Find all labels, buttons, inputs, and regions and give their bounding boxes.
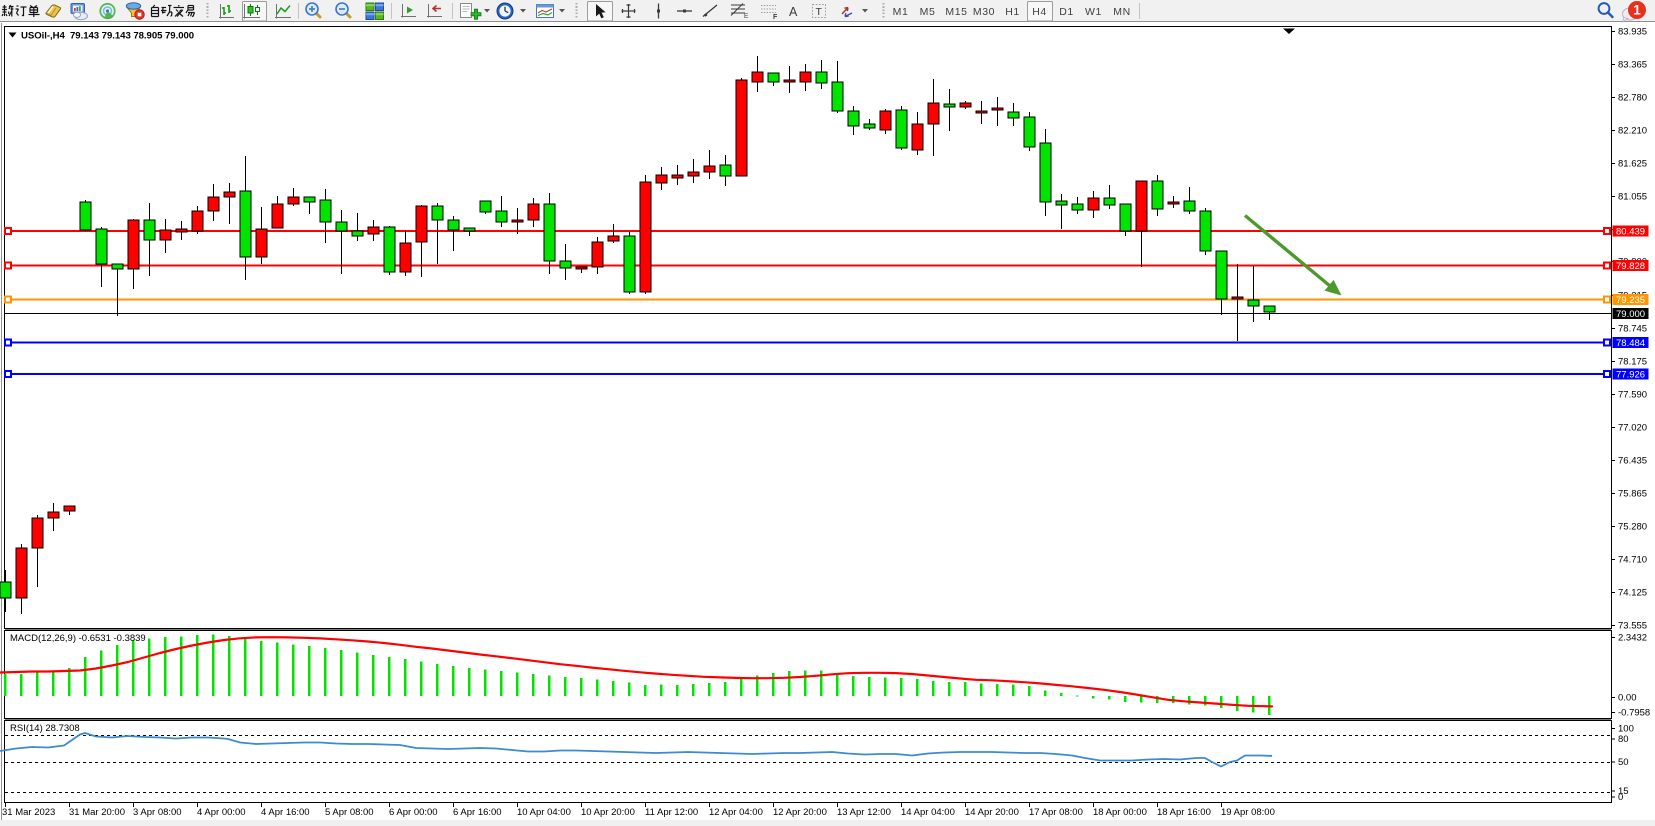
svg-text:T: T (816, 6, 823, 18)
svg-text:80.439: 80.439 (1616, 227, 1645, 238)
svg-text:10 Apr 04:00: 10 Apr 04:00 (517, 807, 571, 818)
svg-text:4 Apr 16:00: 4 Apr 16:00 (261, 807, 310, 818)
svg-text:75.865: 75.865 (1618, 489, 1647, 500)
svg-text:-0.7958: -0.7958 (1618, 708, 1650, 719)
svg-text:13 Apr 12:00: 13 Apr 12:00 (837, 807, 891, 818)
svg-text:M30: M30 (973, 6, 995, 18)
svg-text:78.484: 78.484 (1616, 338, 1645, 349)
svg-text:15: 15 (1618, 786, 1629, 797)
svg-text:79.235: 79.235 (1616, 295, 1645, 306)
svg-text:2.3432: 2.3432 (1618, 633, 1647, 644)
svg-text:0: 0 (1618, 792, 1623, 803)
svg-text:76.435: 76.435 (1618, 456, 1647, 467)
svg-text:31 Mar 20:00: 31 Mar 20:00 (69, 807, 125, 818)
svg-text:81.625: 81.625 (1618, 159, 1647, 170)
svg-text:M1: M1 (893, 6, 909, 18)
svg-text:77.926: 77.926 (1616, 370, 1645, 381)
svg-text:1: 1 (1633, 3, 1641, 18)
svg-text:D1: D1 (1059, 6, 1074, 18)
svg-text:17 Apr 08:00: 17 Apr 08:00 (1029, 807, 1083, 818)
svg-text:80: 80 (1618, 734, 1629, 745)
svg-text:14 Apr 04:00: 14 Apr 04:00 (901, 807, 955, 818)
svg-text:18 Apr 00:00: 18 Apr 00:00 (1093, 807, 1147, 818)
svg-text:W1: W1 (1085, 6, 1102, 18)
svg-text:F: F (773, 14, 778, 21)
svg-text:E: E (744, 13, 749, 20)
svg-text:74.125: 74.125 (1618, 588, 1647, 599)
svg-text:19 Apr 08:00: 19 Apr 08:00 (1221, 807, 1275, 818)
svg-text:MACD(12,26,9) -0.6531 -0.3839: MACD(12,26,9) -0.6531 -0.3839 (10, 633, 146, 644)
svg-text:6 Apr 16:00: 6 Apr 16:00 (453, 807, 502, 818)
svg-text:82.210: 82.210 (1618, 126, 1647, 137)
svg-text:78.745: 78.745 (1618, 324, 1647, 335)
svg-text:3 Apr 08:00: 3 Apr 08:00 (133, 807, 182, 818)
svg-text:MN: MN (1113, 6, 1131, 18)
svg-text:79.828: 79.828 (1616, 261, 1645, 272)
svg-text:31 Mar 2023: 31 Mar 2023 (2, 807, 55, 818)
svg-text:73.555: 73.555 (1618, 621, 1647, 632)
svg-text:18 Apr 16:00: 18 Apr 16:00 (1157, 807, 1211, 818)
svg-text:0.00: 0.00 (1618, 693, 1637, 704)
svg-text:H4: H4 (1032, 6, 1047, 18)
svg-text:75.280: 75.280 (1618, 522, 1647, 533)
svg-text:4 Apr 00:00: 4 Apr 00:00 (197, 807, 246, 818)
svg-text:M5: M5 (920, 6, 936, 18)
svg-text:74.710: 74.710 (1618, 555, 1647, 566)
svg-text:77.020: 77.020 (1618, 423, 1647, 434)
svg-text:50: 50 (1618, 757, 1629, 768)
svg-text:83.935: 83.935 (1618, 27, 1647, 38)
svg-text:11 Apr 12:00: 11 Apr 12:00 (645, 807, 698, 818)
svg-text:H1: H1 (1005, 6, 1020, 18)
svg-text:A: A (789, 5, 798, 19)
svg-text:M15: M15 (945, 6, 967, 18)
svg-text:79.000: 79.000 (1616, 309, 1645, 320)
svg-text:77.590: 77.590 (1618, 390, 1647, 401)
svg-text:5 Apr 08:00: 5 Apr 08:00 (325, 807, 374, 818)
svg-text:83.365: 83.365 (1618, 60, 1647, 71)
svg-text:USOil-,H4 79.143 79.143 78.90: USOil-,H4 79.143 79.143 78.905 79.000 (21, 31, 194, 42)
svg-text:14 Apr 20:00: 14 Apr 20:00 (965, 807, 1019, 818)
svg-text:82.780: 82.780 (1618, 93, 1647, 104)
svg-text:10 Apr 20:00: 10 Apr 20:00 (581, 807, 635, 818)
svg-text:6 Apr 00:00: 6 Apr 00:00 (389, 807, 438, 818)
svg-text:12 Apr 20:00: 12 Apr 20:00 (773, 807, 827, 818)
svg-text:78.175: 78.175 (1618, 357, 1647, 368)
svg-text:100: 100 (1618, 724, 1634, 735)
svg-text:81.055: 81.055 (1618, 192, 1647, 203)
svg-text:RSI(14) 28.7308: RSI(14) 28.7308 (10, 723, 80, 734)
svg-text:12 Apr 04:00: 12 Apr 04:00 (709, 807, 763, 818)
